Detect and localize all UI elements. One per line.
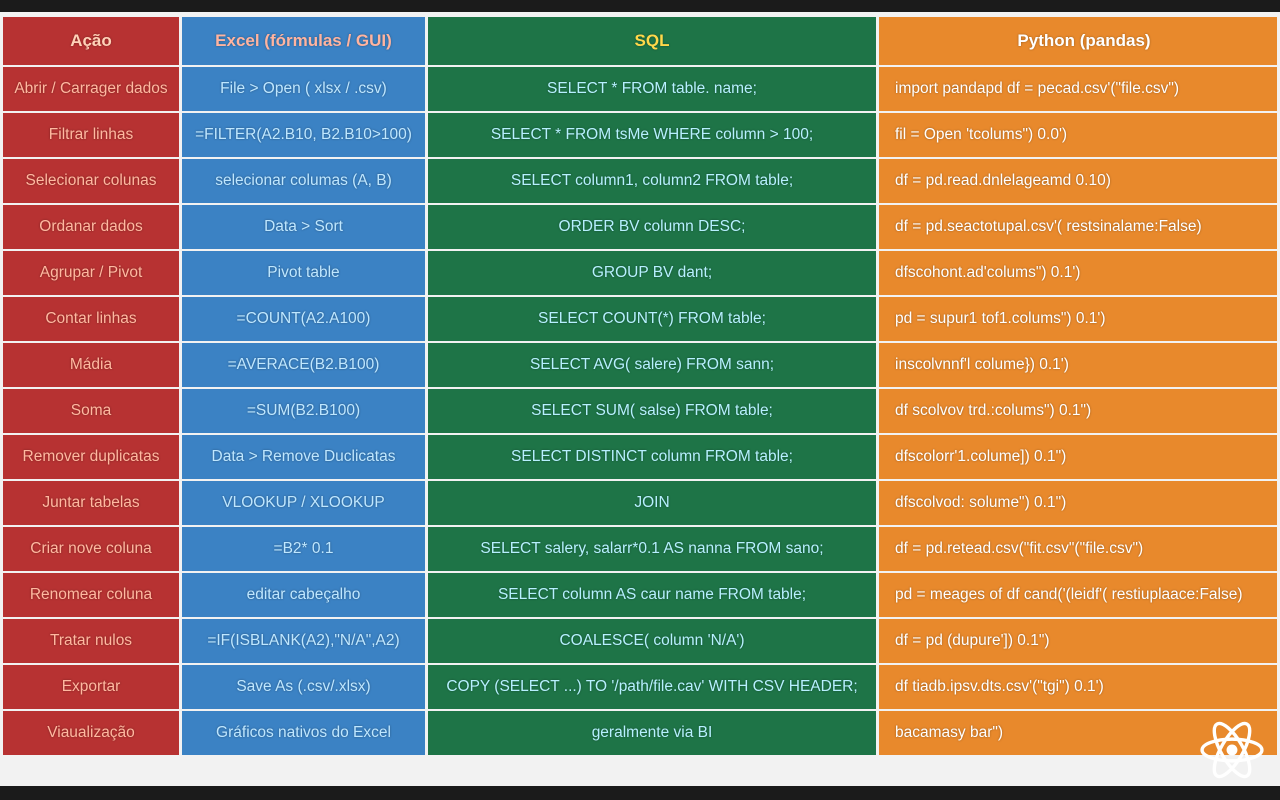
table-row: Renomear coluna editar cabeçalho SELECT co…: [3, 573, 1277, 617]
cell-acao: Contar linhas: [3, 297, 179, 341]
cell-acao: Abrir / Carrager dados: [3, 67, 179, 111]
cell-sql: COPY (SELECT ...) TO '/path/file.cav' WI…: [428, 665, 876, 709]
header-row: Ação Excel (fórmulas / GUI) SQL Python (…: [3, 17, 1277, 65]
cell-acao: Ordanar dados: [3, 205, 179, 249]
cell-acao: Viaualização: [3, 711, 179, 755]
cell-acao: Tratar nulos: [3, 619, 179, 663]
cell-acao: Soma: [3, 389, 179, 433]
table-row: Soma =SUM(B2.B100) SELECT SUM( salse) FROM…: [3, 389, 1277, 433]
table-row: Tratar nulos =IF(ISBLANK(A2),"N/A",A2) COA…: [3, 619, 1277, 663]
cell-sql: SELECT AVG( salere) FROM sann;: [428, 343, 876, 387]
cell-python: dfscohont.ad'colums") 0.1'): [879, 251, 1277, 295]
table-row: Criar nove coluna =B2* 0.1 SELECT salery, …: [3, 527, 1277, 571]
cell-acao: Filtrar linhas: [3, 113, 179, 157]
cell-python: df tiadb.ipsv.dts.csv'("tgi") 0.1'): [879, 665, 1277, 709]
cell-python: pd = meages of df cand('(leidf'( restiup…: [879, 573, 1277, 617]
cell-excel: =COUNT(A2.A100): [182, 297, 425, 341]
cell-acao: Selecionar colunas: [3, 159, 179, 203]
cell-sql: geralmente via BI: [428, 711, 876, 755]
table-row: Agrupar / Pivot Pivot table GROUP BV dant;…: [3, 251, 1277, 295]
cell-excel: File > Open ( xlsx / .csv): [182, 67, 425, 111]
atom-icon: [1200, 721, 1264, 779]
cell-sql: SELECT column AS caur name FROM table;: [428, 573, 876, 617]
comparison-sheet: Ação Excel (fórmulas / GUI) SQL Python (…: [0, 12, 1280, 786]
cell-excel: =SUM(B2.B100): [182, 389, 425, 433]
cell-python: fil = Open 'tcolums") 0.0'): [879, 113, 1277, 157]
comparison-table: Ação Excel (fórmulas / GUI) SQL Python (…: [0, 15, 1280, 757]
cell-python: import pandapd df = pecad.csv'("file.csv…: [879, 67, 1277, 111]
cell-excel: Pivot table: [182, 251, 425, 295]
cell-sql: GROUP BV dant;: [428, 251, 876, 295]
table-row: Juntar tabelas VLOOKUP / XLOOKUP JOIN dfsco…: [3, 481, 1277, 525]
cell-excel: Gráficos nativos do Excel: [182, 711, 425, 755]
cell-python: pd = supur1 tof1.colums") 0.1'): [879, 297, 1277, 341]
header-acao: Ação: [3, 17, 179, 65]
cell-excel: =IF(ISBLANK(A2),"N/A",A2): [182, 619, 425, 663]
cell-sql: SELECT COUNT(*) FROM table;: [428, 297, 876, 341]
cell-sql: JOIN: [428, 481, 876, 525]
cell-excel: Data > Remove Duclicatas: [182, 435, 425, 479]
cell-python: df = pd.read.dnlelageamd 0.10): [879, 159, 1277, 203]
cell-acao: Renomear coluna: [3, 573, 179, 617]
cell-sql: ORDER BV column DESC;: [428, 205, 876, 249]
cell-sql: SELECT salery, salarr*0.1 AS nanna FROM …: [428, 527, 876, 571]
cell-python: dfscolvod: solume") 0.1"): [879, 481, 1277, 525]
table-row: Viaualização Gráficos nativos do Excel ger…: [3, 711, 1277, 755]
table-row: Remover duplicatas Data > Remove Duclicat…: [3, 435, 1277, 479]
cell-python: inscolvnnf'l colume}) 0.1'): [879, 343, 1277, 387]
table-row: Filtrar linhas =FILTER(A2.B10, B2.B10>100…: [3, 113, 1277, 157]
cell-sql: SELECT DISTINCT column FROM table;: [428, 435, 876, 479]
cell-excel: =FILTER(A2.B10, B2.B10>100): [182, 113, 425, 157]
table-row: Contar linhas =COUNT(A2.A100) SELECT COUNT…: [3, 297, 1277, 341]
cell-excel: Data > Sort: [182, 205, 425, 249]
cell-excel: selecionar columas (A, B): [182, 159, 425, 203]
cell-python: df scolvov trd.:colums") 0.1"): [879, 389, 1277, 433]
cell-sql: SELECT SUM( salse) FROM table;: [428, 389, 876, 433]
table-row: Abrir / Carrager dados File > Open ( xlsx…: [3, 67, 1277, 111]
header-sql: SQL: [428, 17, 876, 65]
cell-excel: VLOOKUP / XLOOKUP: [182, 481, 425, 525]
header-python: Python (pandas): [879, 17, 1277, 65]
cell-acao: Mádia: [3, 343, 179, 387]
cell-sql: SELECT * FROM table. name;: [428, 67, 876, 111]
cell-excel: =AVERACE(B2.B100): [182, 343, 425, 387]
table-row: Ordanar dados Data > Sort ORDER BV column …: [3, 205, 1277, 249]
cell-sql: COALESCE( column 'N/A'): [428, 619, 876, 663]
cell-sql: SELECT * FROM tsMe WHERE column > 100;: [428, 113, 876, 157]
cell-acao: Juntar tabelas: [3, 481, 179, 525]
cell-acao: Agrupar / Pivot: [3, 251, 179, 295]
table-row: Selecionar colunas selecionar columas (A,…: [3, 159, 1277, 203]
cell-acao: Criar nove coluna: [3, 527, 179, 571]
cell-python: df = pd.seactotupal.csv'( restsinalame:F…: [879, 205, 1277, 249]
cell-python: bacamasy bar"): [879, 711, 1277, 755]
cell-python: df = pd.retead.csv("fit.csv"("file.csv"): [879, 527, 1277, 571]
cell-python: dfscolorr'1.colume]) 0.1"): [879, 435, 1277, 479]
cell-acao: Remover duplicatas: [3, 435, 179, 479]
header-excel: Excel (fórmulas / GUI): [182, 17, 425, 65]
cell-acao: Exportar: [3, 665, 179, 709]
cell-sql: SELECT column1, column2 FROM table;: [428, 159, 876, 203]
cell-excel: Save As (.csv/.xlsx): [182, 665, 425, 709]
table-row: Exportar Save As (.csv/.xlsx) COPY (SELECT…: [3, 665, 1277, 709]
cell-excel: editar cabeçalho: [182, 573, 425, 617]
cell-python: df = pd (dupure']) 0.1"): [879, 619, 1277, 663]
table-body: Abrir / Carrager dados File > Open ( xlsx…: [3, 67, 1277, 755]
cell-excel: =B2* 0.1: [182, 527, 425, 571]
table-row: Mádia =AVERACE(B2.B100) SELECT AVG( salere…: [3, 343, 1277, 387]
